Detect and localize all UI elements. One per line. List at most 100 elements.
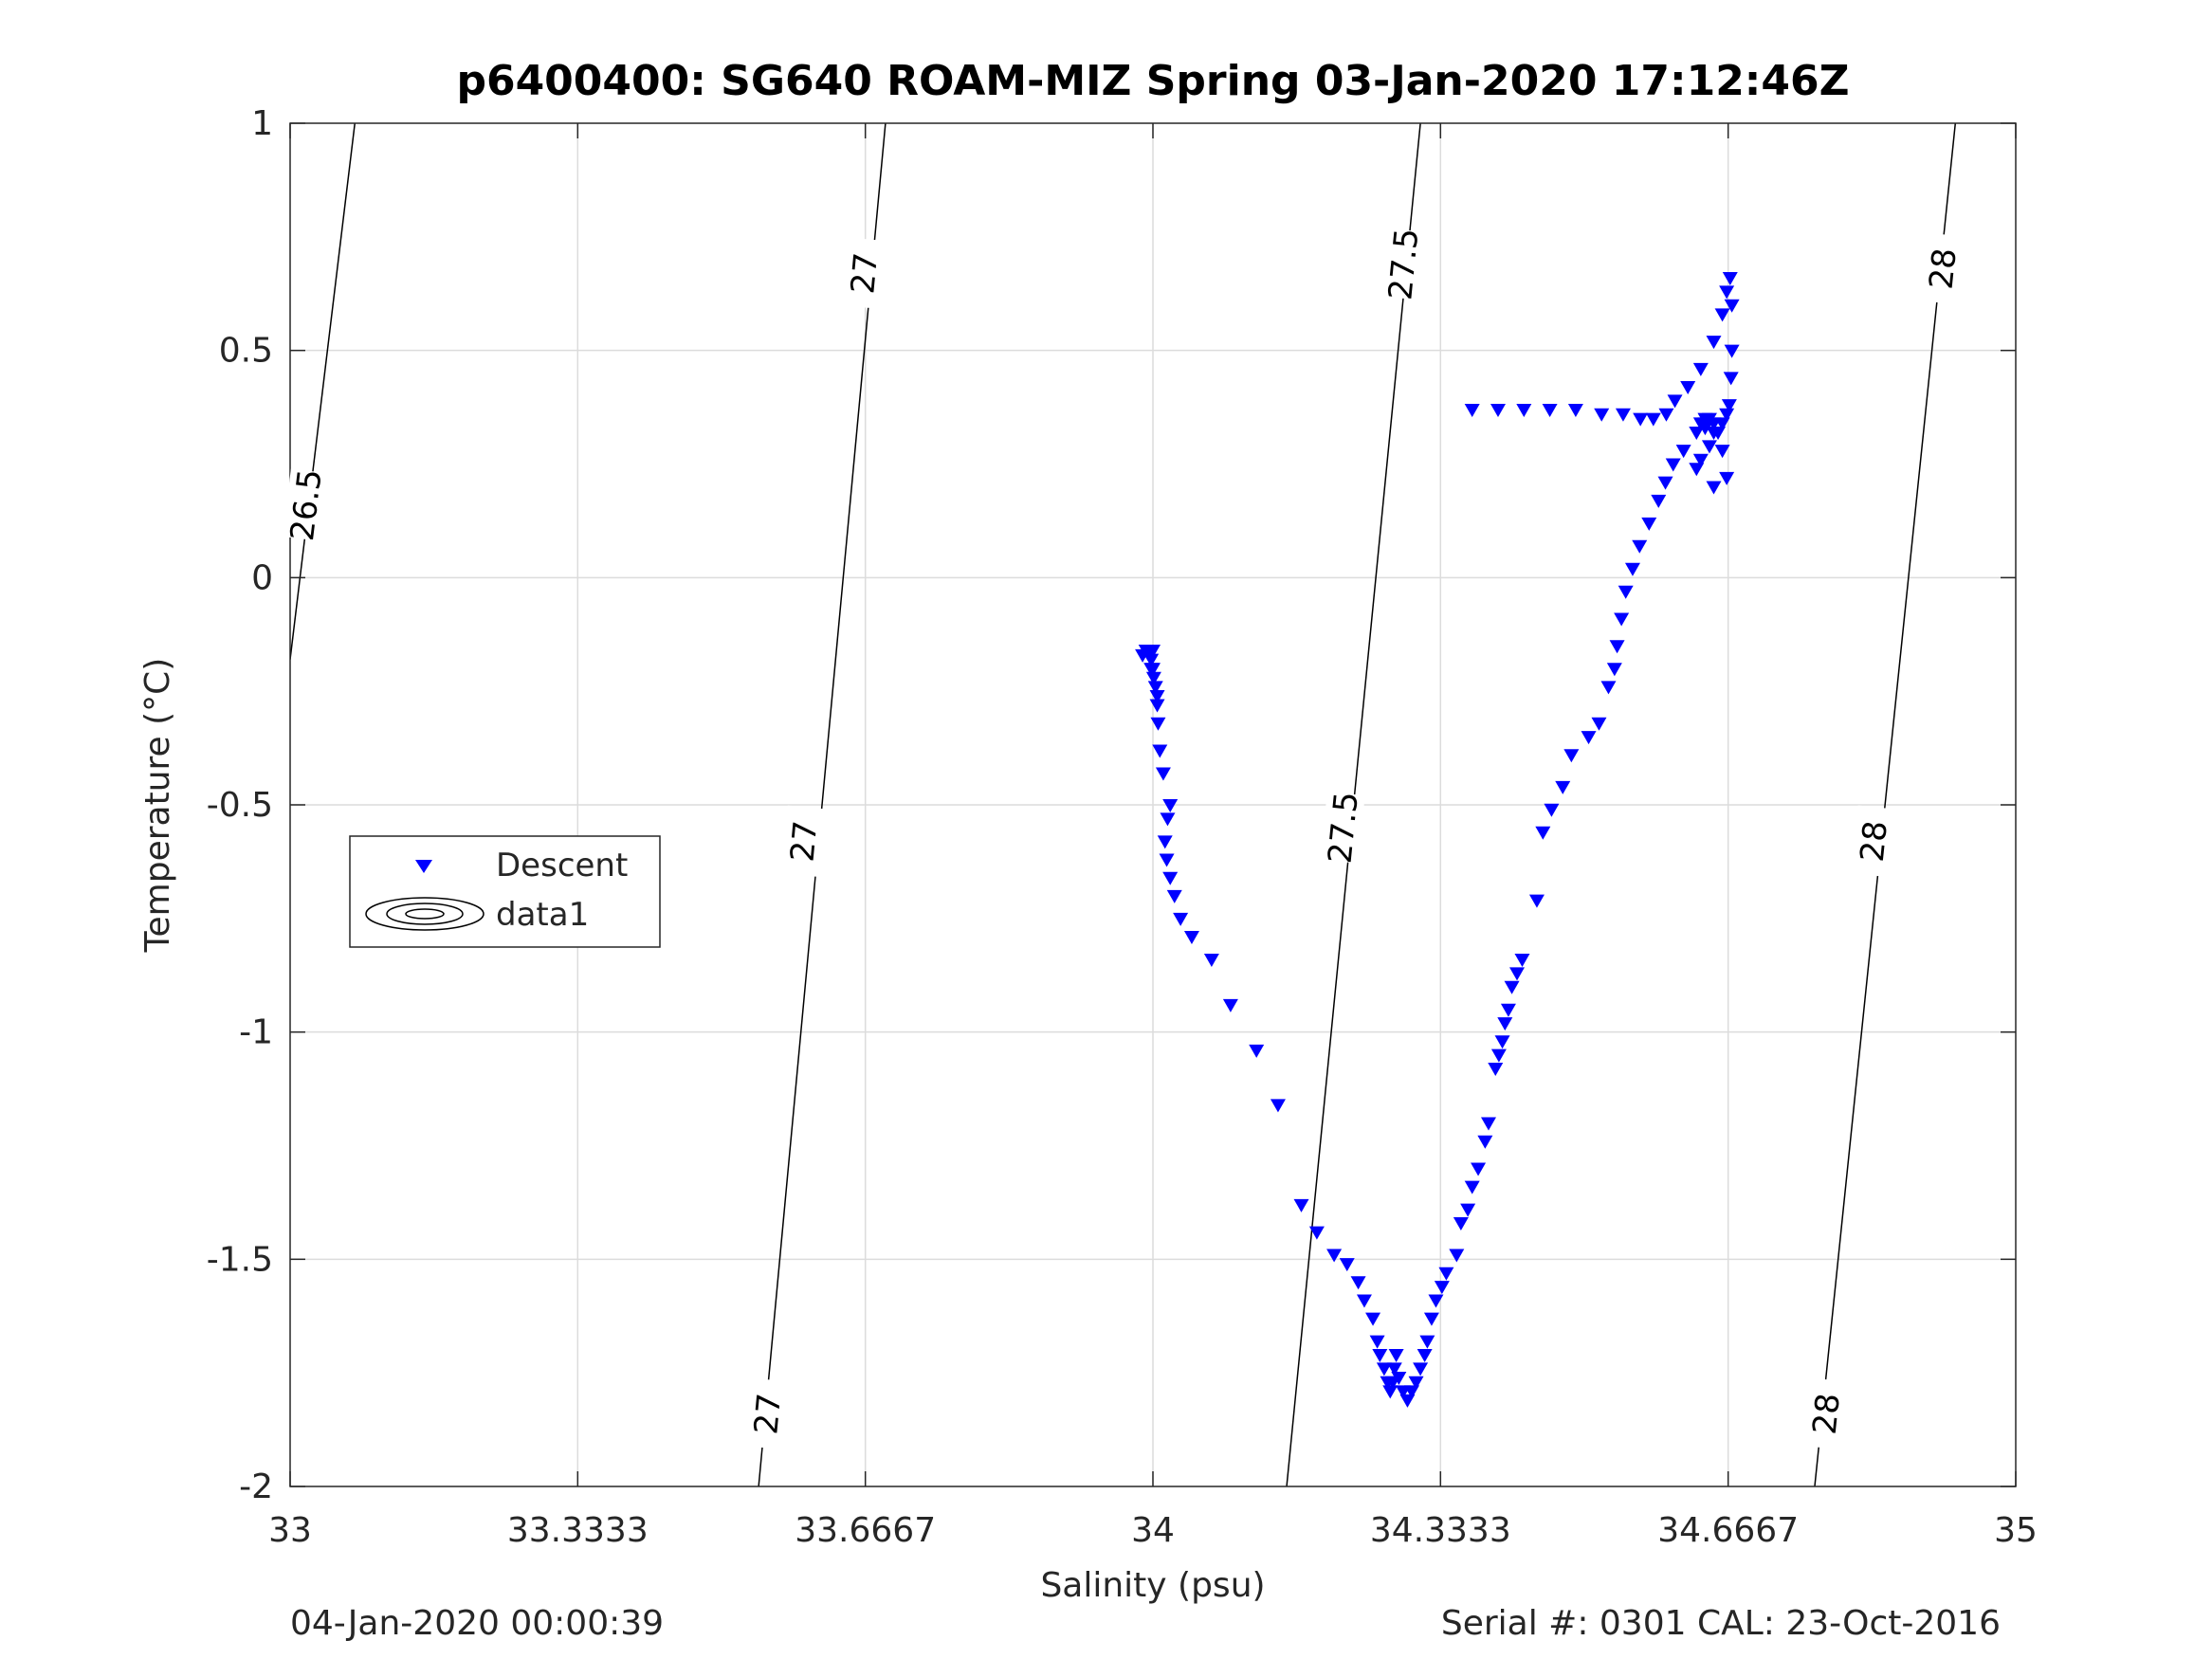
x-tick-label: 34.3333	[1370, 1511, 1511, 1550]
data-point	[1339, 1258, 1355, 1272]
x-tick-label: 34.6667	[1657, 1511, 1799, 1550]
data-point	[1563, 749, 1580, 763]
data-point	[1350, 1276, 1366, 1290]
data-point	[1380, 1376, 1396, 1390]
data-point	[1147, 681, 1163, 695]
data-point	[1645, 412, 1661, 427]
data-point	[1417, 1348, 1433, 1362]
y-tick-label: -0.5	[207, 786, 273, 825]
data-point	[1143, 663, 1160, 677]
data-point	[1372, 1348, 1388, 1362]
contour-label: 27	[747, 1392, 789, 1436]
x-tick-label: 33.3333	[507, 1511, 649, 1550]
data-point	[1135, 648, 1151, 663]
x-tick-label: 34	[1131, 1511, 1175, 1550]
data-point	[1528, 894, 1545, 908]
data-point	[1157, 835, 1173, 849]
contour-label-bg	[1920, 232, 1965, 305]
data-point	[1490, 1048, 1507, 1063]
contour-label-bg	[1320, 792, 1365, 864]
data-point	[1658, 408, 1674, 422]
y-tick-label: -2	[239, 1468, 273, 1506]
data-point	[1722, 271, 1738, 285]
data-point	[1326, 1249, 1343, 1263]
data-point	[1680, 381, 1696, 395]
y-tick-label: 0	[251, 558, 273, 597]
data-point	[1701, 440, 1717, 454]
contour-label: 27.5	[1322, 790, 1366, 865]
data-point	[1423, 1312, 1439, 1326]
x-tick-label: 33	[268, 1511, 312, 1550]
data-point	[1477, 1135, 1493, 1149]
data-point	[1408, 1376, 1424, 1390]
data-point	[1159, 853, 1175, 867]
data-point	[1706, 336, 1722, 350]
data-point	[1719, 471, 1735, 485]
data-point	[1609, 640, 1625, 654]
legend-data1-label: data1	[496, 896, 589, 934]
data-point	[1388, 1348, 1404, 1362]
data-point	[1308, 1226, 1325, 1240]
data-point	[1721, 399, 1737, 413]
data-point	[1706, 481, 1722, 495]
contour-label-bg	[744, 1377, 790, 1450]
data-point	[1293, 1198, 1309, 1212]
data-point	[1428, 1294, 1444, 1308]
contour-label: 26.5	[283, 467, 330, 543]
data-point	[1724, 344, 1740, 358]
data-point	[1222, 998, 1238, 1012]
data-point	[1535, 826, 1551, 840]
data-point	[1150, 717, 1166, 731]
data-point	[1651, 494, 1667, 508]
contour-label: 28	[1806, 1392, 1848, 1436]
data-point	[1438, 1267, 1454, 1281]
data-point	[1399, 1394, 1416, 1408]
contour-label-bg	[283, 468, 329, 541]
data-point	[1145, 671, 1161, 685]
data-point	[1714, 308, 1730, 322]
data-point	[1386, 1362, 1402, 1376]
data-point	[1149, 689, 1165, 703]
contour-label-bg	[1803, 1377, 1849, 1450]
legend-descent-marker	[415, 860, 432, 873]
data-point	[1162, 871, 1179, 885]
data-point	[1516, 403, 1532, 417]
data-point	[1145, 645, 1161, 659]
x-tick-label: 33.6667	[795, 1511, 936, 1550]
data-point	[1697, 417, 1713, 431]
data-point	[1719, 408, 1735, 422]
contour-label: 28	[1923, 246, 1965, 291]
data-point	[1464, 1180, 1480, 1194]
data-point	[1675, 445, 1691, 459]
data-point	[1606, 663, 1622, 677]
legend-descent-label: Descent	[496, 847, 628, 884]
data-point	[1594, 408, 1610, 422]
data-point	[1155, 767, 1171, 781]
data-point	[1460, 1203, 1476, 1217]
data-point	[1544, 803, 1560, 817]
contour-labels: 26.5 27 27 27 27.5 27.5 28 28 28	[283, 227, 1965, 1450]
data-point	[1413, 1362, 1429, 1376]
contour-line-27	[758, 123, 887, 1486]
data-point	[1500, 1003, 1516, 1017]
data-point	[1497, 1017, 1513, 1031]
data-point	[1382, 1385, 1398, 1399]
data-point	[1162, 799, 1179, 812]
contour-label: 27	[844, 251, 886, 296]
axis-ticks: 33 33.3333 33.6667 34 34.3333 34.6667 35 -2 -1.5…	[207, 104, 2038, 1550]
data-point	[1488, 1063, 1504, 1077]
data-point	[1689, 426, 1705, 440]
data-point	[1719, 285, 1735, 300]
data-point	[1514, 953, 1530, 967]
data-point	[1509, 967, 1526, 981]
y-axis-label: Temperature (°C)	[138, 658, 177, 954]
data-point	[1706, 426, 1722, 440]
data-point	[1581, 731, 1597, 745]
data-point	[1657, 476, 1673, 490]
data-point	[1270, 1099, 1286, 1113]
data-point	[1641, 517, 1657, 531]
data-point	[1149, 699, 1165, 713]
data-point	[1692, 362, 1709, 376]
contour-line-28	[1814, 123, 1957, 1486]
data-point	[1618, 585, 1634, 599]
